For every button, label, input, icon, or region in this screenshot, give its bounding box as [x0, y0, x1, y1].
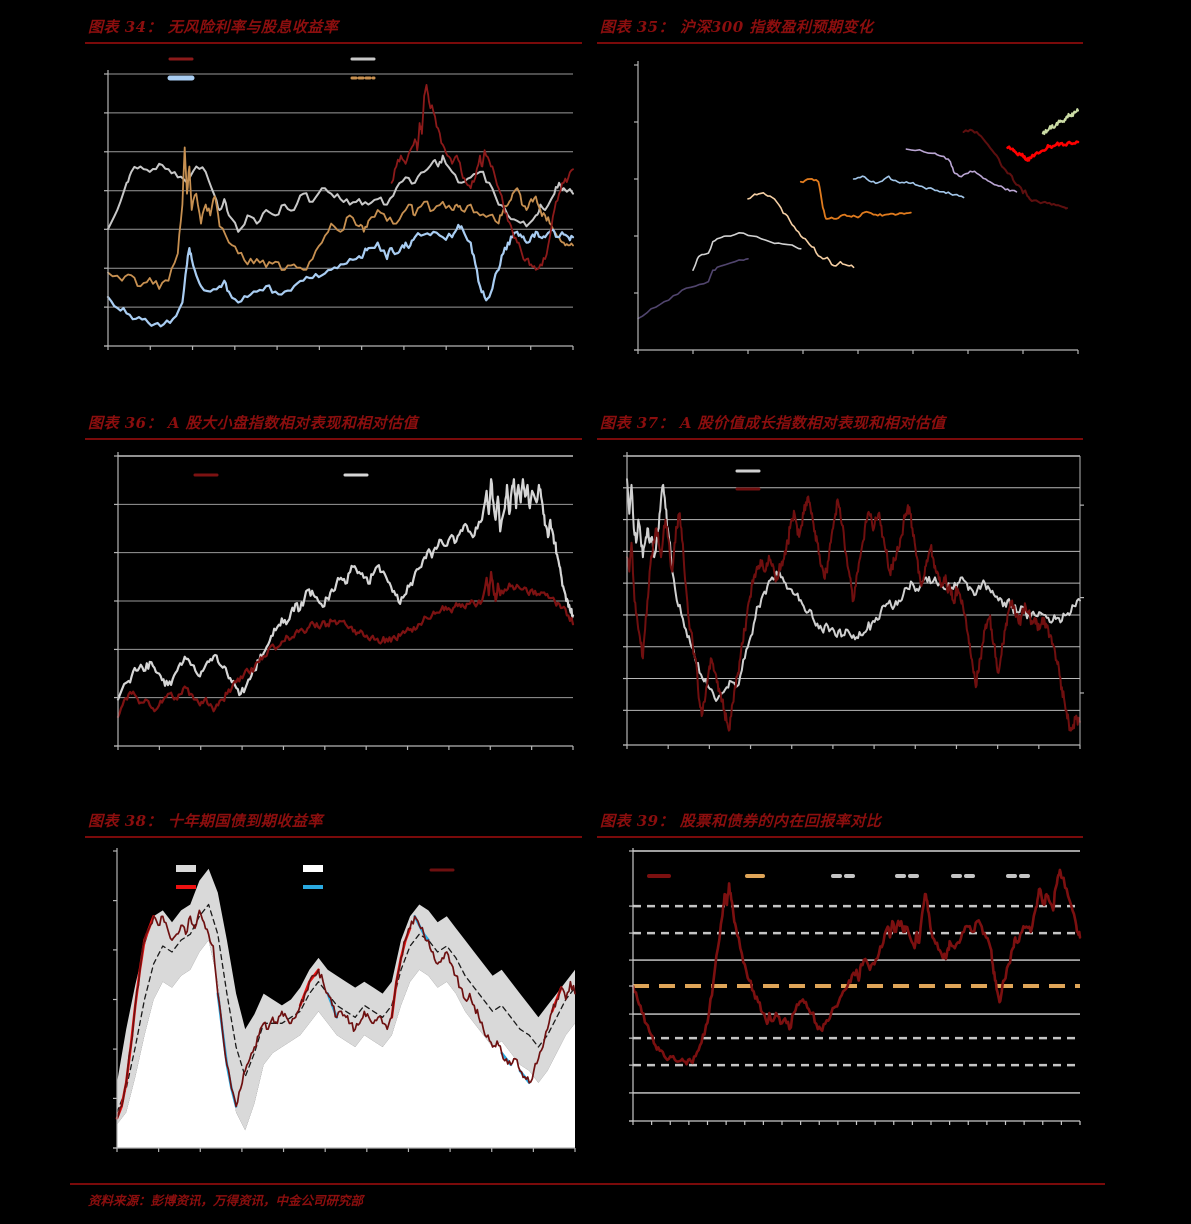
- figure-37-title-underline: [597, 438, 1083, 440]
- figure-36-title-underline: [85, 438, 582, 440]
- figure-35-title: 图表 35： 沪深300 指数盈利预期变化: [600, 18, 874, 36]
- source-note: 资料来源：彭博资讯，万得资讯，中金公司研究部: [88, 1193, 364, 1208]
- figure-36-chart: [114, 452, 575, 750]
- figure-34-title: 图表 34： 无风险利率与股息收益率: [88, 18, 339, 36]
- figure-38-chart: [113, 848, 576, 1152]
- figure-38-title: 图表 38： 十年期国债到期收益率: [88, 812, 323, 830]
- figure-39-chart: [629, 848, 1082, 1125]
- figure-37-chart: [623, 452, 1084, 749]
- figure-39-title-underline: [597, 836, 1083, 838]
- figure-35-title-underline: [597, 42, 1083, 44]
- figure-38-title-underline: [85, 836, 582, 838]
- figure-34-title-underline: [85, 42, 582, 44]
- figure-35-chart: [634, 61, 1080, 354]
- figure-39-title: 图表 39： 股票和债券的内在回报率对比: [600, 812, 882, 830]
- footer-rule: [70, 1183, 1105, 1185]
- figure-36-title: 图表 36： A 股大小盘指数相对表现和相对估值: [88, 414, 419, 432]
- figure-34-chart: [104, 57, 575, 350]
- figure-37-title: 图表 37： A 股价值成长指数相对表现和相对估值: [600, 414, 946, 432]
